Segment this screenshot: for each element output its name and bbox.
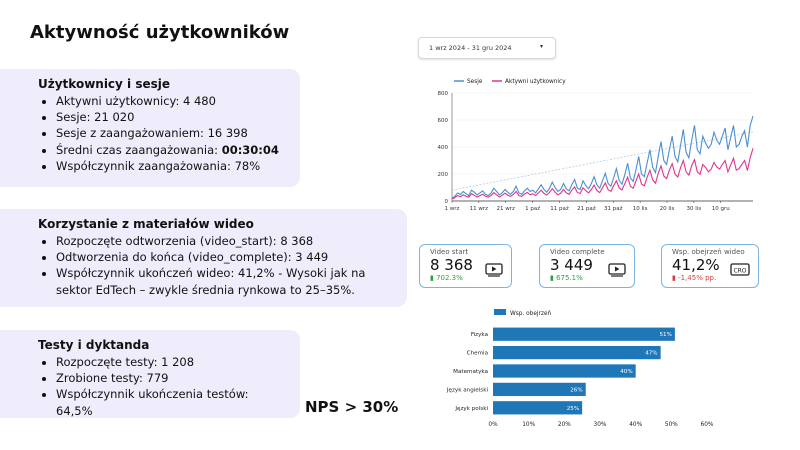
bar bbox=[493, 345, 661, 360]
list-item: Aktywni użytkownicy: 4 480 bbox=[56, 93, 288, 109]
list-item: Rozpoczęte testy: 1 208 bbox=[56, 354, 288, 370]
video-play-icon bbox=[608, 263, 626, 277]
kpi-value: 8 368 bbox=[430, 256, 473, 274]
page-title: Aktywność użytkowników bbox=[30, 22, 290, 43]
kpi-label: Video complete bbox=[550, 248, 605, 256]
bar bbox=[493, 327, 675, 341]
x-tick-label: 1 paź bbox=[525, 205, 540, 212]
users-sessions-heading: Użytkownicy i sesje bbox=[38, 77, 171, 91]
category-label: Język polski bbox=[454, 406, 488, 412]
kpi-video-complete: Video complete 3 449 ▮ 675.1% bbox=[539, 244, 635, 288]
list-item: Współczynnik zaangażowania: 78% bbox=[56, 158, 288, 174]
x-tick-label: 20% bbox=[558, 422, 571, 428]
x-tick-label: 30 lis bbox=[687, 206, 702, 212]
bar bbox=[493, 401, 583, 415]
sessions-users-line-chart: 0 200 400 600 800 1 wrz 11 wrz 21 wrz 1 paź 11 pa… bbox=[438, 79, 754, 212]
value-label: 51% bbox=[659, 332, 671, 338]
x-tick-label: 10% bbox=[522, 422, 535, 428]
x-tick-label: 0% bbox=[488, 422, 498, 428]
date-range-value: 1 wrz 2024 - 31 gru 2024 bbox=[429, 44, 512, 52]
caret-down-icon: ▾ bbox=[539, 43, 543, 50]
x-tick-label: 11 wrz bbox=[470, 206, 489, 212]
category-label: Matematyka bbox=[453, 369, 488, 375]
kpi-label: Video start bbox=[430, 248, 469, 256]
kpi-value: 3 449 bbox=[550, 256, 593, 274]
series-line-aktywni-użytkownicy bbox=[451, 148, 754, 200]
series-line-trend bbox=[451, 131, 754, 191]
users-sessions-list: Aktywni użytkownicy: 4 480 Sesje: 21 020… bbox=[38, 93, 288, 174]
tests-heading: Testy i dyktanda bbox=[38, 338, 150, 352]
users-sessions-card: Użytkownicy i sesje Aktywni użytkownicy:… bbox=[0, 69, 300, 187]
list-item: Rozpoczęte odtworzenia (video_start): 8 … bbox=[56, 233, 395, 249]
list-item: Odtworzenia do końca (video_complete): 3… bbox=[56, 249, 395, 265]
kpi-label: Wsp. obejrzeń wideo bbox=[672, 248, 745, 256]
y-tick-label: 200 bbox=[438, 172, 449, 178]
x-tick-label: 30% bbox=[594, 422, 607, 428]
video-usage-heading: Korzystanie z materiałów wideo bbox=[38, 217, 254, 231]
x-tick-label: 40% bbox=[629, 422, 642, 428]
list-item: Zrobione testy: 779 bbox=[56, 370, 288, 386]
value-label: 40% bbox=[620, 369, 632, 375]
cro-icon: CRO bbox=[730, 263, 750, 276]
x-tick-label: 50% bbox=[665, 422, 678, 428]
x-tick-label: 20 lis bbox=[660, 206, 675, 212]
x-tick-label: 31 paź bbox=[604, 205, 623, 212]
x-tick-label: 21 wrz bbox=[497, 206, 516, 212]
list-item: Sesje z zaangażowaniem: 16 398 bbox=[56, 125, 288, 141]
kpi-video-rate: Wsp. obejrzeń wideo 41,2% ▮ -1,45% pp. C… bbox=[661, 244, 759, 288]
list-item: Średni czas zaangażowania: 00:30:04 bbox=[56, 142, 288, 158]
video-views-bar-chart: Wsp. obejrzeń Fizyka 51% Chemia 47% Matematyk… bbox=[446, 309, 714, 428]
x-tick-label: 1 wrz bbox=[445, 206, 460, 212]
x-tick-label: 11 paź bbox=[550, 205, 569, 212]
y-tick-label: 400 bbox=[438, 145, 449, 151]
value-label: 47% bbox=[645, 351, 657, 357]
y-tick-label: 0 bbox=[445, 199, 449, 205]
category-label: Chemia bbox=[467, 351, 488, 357]
list-item: Sesje: 21 020 bbox=[56, 109, 288, 125]
legend-label: Sesje bbox=[467, 79, 483, 85]
y-tick-label: 800 bbox=[438, 91, 449, 97]
date-range-picker[interactable]: 1 wrz 2024 - 31 gru 2024 ▾ bbox=[418, 37, 556, 59]
x-tick-label: 10 gru bbox=[712, 206, 730, 212]
legend-swatch bbox=[494, 309, 506, 315]
value-label: 26% bbox=[570, 387, 582, 393]
kpi-value: 41,2% bbox=[672, 256, 720, 274]
kpi-delta: ▮ 675.1% bbox=[550, 274, 583, 282]
x-tick-label: 21 paź bbox=[577, 205, 596, 212]
tests-card: Testy i dyktanda Rozpoczęte testy: 1 208… bbox=[0, 330, 300, 418]
list-item: Współczynnik ukończeń wideo: 41,2% - Wys… bbox=[56, 265, 395, 297]
legend-label: Wsp. obejrzeń bbox=[510, 310, 552, 317]
list-item: Współczynnik ukończenia testów: 64,5% bbox=[56, 386, 288, 418]
kpi-delta: ▮ -1,45% pp. bbox=[672, 274, 717, 282]
kpi-video-start: Video start 8 368 ▮ 702.3% bbox=[419, 244, 512, 288]
engagement-time-value: 00:30:04 bbox=[221, 142, 279, 157]
x-tick-label: 60% bbox=[701, 422, 714, 428]
category-label: Fizyka bbox=[471, 332, 488, 338]
kpi-delta: ▮ 702.3% bbox=[430, 274, 463, 282]
value-label: 25% bbox=[567, 406, 579, 412]
video-usage-list: Rozpoczęte odtworzenia (video_start): 8 … bbox=[38, 233, 395, 298]
x-tick-label: 10 lis bbox=[633, 206, 648, 212]
nps-label: NPS > 30% bbox=[305, 398, 399, 416]
cro-icon-text: CRO bbox=[733, 268, 746, 275]
tests-list: Rozpoczęte testy: 1 208 Zrobione testy: … bbox=[38, 354, 288, 419]
video-usage-card: Korzystanie z materiałów wideo Rozpoczęt… bbox=[0, 209, 407, 307]
y-tick-label: 600 bbox=[438, 118, 449, 124]
category-label: Język angielski bbox=[446, 387, 489, 393]
series-line-sesje bbox=[451, 115, 754, 199]
bar bbox=[493, 382, 586, 397]
video-play-icon bbox=[485, 263, 503, 277]
bar bbox=[493, 364, 636, 378]
legend-label: Aktywni użytkownicy bbox=[505, 79, 566, 85]
